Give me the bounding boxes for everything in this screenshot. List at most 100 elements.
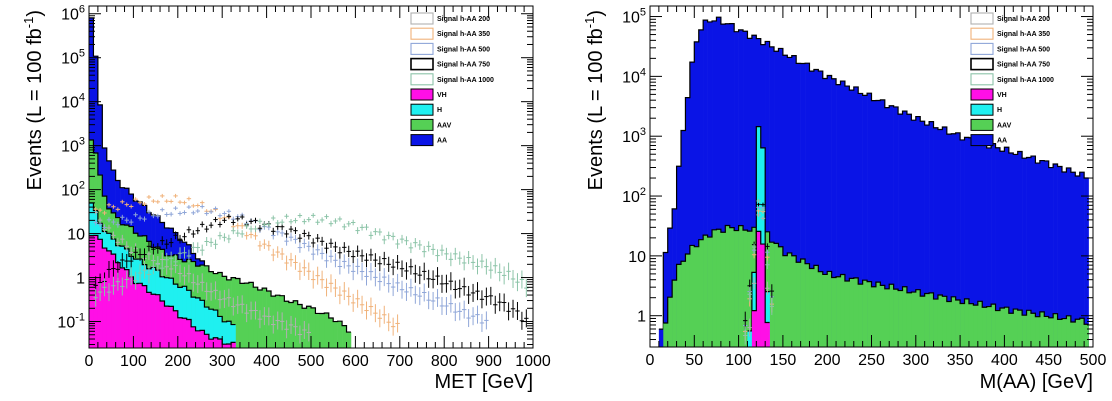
maa-bar-h [747,330,753,347]
met-legend-swatch-sig750 [410,57,434,71]
maa-bar-aav [853,277,859,347]
maa-legend-label: Signal h-AA 350 [997,31,1050,38]
maa-bar-aa [929,121,934,347]
met-bar-vh [173,310,179,348]
maa-bar-aav [1026,310,1032,347]
maa-bar-aav [867,281,872,347]
met-y-tick-exponent: 5 [79,48,85,60]
maa-bar-aa [689,62,695,347]
maa-y-tick-label: 103 [622,126,646,146]
met-bar-aav [239,283,245,348]
maa-bar-aav [689,245,695,347]
maa-bar-aav [822,274,828,347]
met-bar-vh [168,306,174,348]
maa-legend-label: Signal h-AA 500 [997,46,1050,53]
maa-legend-label: Signal h-AA 200 [997,16,1050,23]
maa-bar-aav [809,268,815,347]
maa-bar-aa [849,90,855,347]
met-bar-vh [115,262,121,348]
maa-bar-aa [676,166,682,347]
met-bar-aav [217,272,223,348]
met-bar-h [195,297,201,348]
met-bar-h [213,310,219,348]
maa-bar-aa [1035,163,1041,347]
met-y-tick-label: 1 [76,271,85,288]
maa-bar-aa [765,41,770,347]
maa-bar-aa [1008,152,1014,347]
maa-bar-aav [973,305,979,347]
maa-bar-aa [658,329,664,347]
maa-bar-aav [720,232,726,347]
maa-bar-aa [1084,178,1089,347]
maa-bar-aav [964,298,970,347]
met-bar-h [208,309,214,348]
maa-bar-aav [986,306,992,347]
met-legend: Signal h-AA 200 Signal h-AA 350 Signal h-A… [410,12,494,147]
met-legend-swatch-sig200 [410,12,434,25]
met-legend-label: Signal h-AA 350 [437,31,490,38]
met-bar-vh [146,292,152,348]
maa-bar-aa [707,21,713,347]
maa-bar-aav [1044,316,1049,347]
maa-bar-aa [809,71,815,347]
maa-bar-aav [862,280,868,347]
maa-bar-aav [915,289,921,347]
met-outline-vh [89,234,236,345]
maa-y-tick-exponent: 3 [640,126,646,138]
maa-legend-label: Signal h-AA 1000 [997,77,1054,84]
maa-stack-vh [751,230,770,347]
maa-bar-aa [933,127,939,347]
met-x-tick-label: 300 [209,353,236,370]
maa-bar-aav [929,292,934,347]
met-bar-aav [315,313,321,348]
maa-bar-aa [738,29,744,347]
maa-x-tick-label: 200 [814,352,841,369]
maa-bar-aa [813,69,819,347]
maa-y-tick-base: 10 [622,129,640,146]
met-bar-h [182,286,187,348]
met-bar-aav [342,325,347,348]
maa-legend-label: AA [997,138,1007,145]
met-plot-area [89,17,529,348]
maa-bar-aa [1075,175,1081,347]
maa-y-axis-title-main: Events (L = 100 fb [585,28,607,190]
met-bar-vh [204,334,210,348]
maa-bar-aav [782,255,788,347]
maa-y-tick-exponent: 2 [640,186,646,198]
maa-bar-aav [849,278,855,347]
maa-bar-aa [827,75,832,347]
maa-x-tick-label: 350 [947,352,974,369]
maa-bar-aa [734,31,739,347]
maa-bar-aav [1061,318,1067,347]
maa-legend-label: VH [997,92,1007,99]
maa-y-tick-label: 105 [622,7,646,27]
maa-legend-label: AAV [997,122,1012,129]
maa-bar-aav [703,235,708,347]
maa-bar-aav [681,261,686,347]
maa-bar-aa [836,84,841,347]
met-bar-vh [222,344,227,348]
maa-bar-aa [924,125,930,347]
met-y-tick-base: 10 [61,51,79,68]
met-bar-h [231,324,236,348]
maa-bar-aa [880,99,886,347]
maa-bar-aa [840,81,846,347]
maa-bar-aa [663,252,669,347]
maa-bar-aa [672,208,677,347]
maa-bar-aa [915,116,921,347]
maa-bar-aa [805,63,810,347]
met-legend-swatch-sig350 [410,27,434,40]
maa-outline-aav [663,224,1089,325]
maa-bar-aav [818,271,824,347]
maa-bar-aav [787,252,793,347]
maa-bar-aa [743,31,748,347]
maa-bar-aav [836,276,841,347]
met-legend-swatch-aav [410,118,434,131]
met-y-tick-exponent: 3 [79,136,85,148]
maa-bar-aav [694,246,700,347]
maa-bar-aav [871,286,877,347]
met-bar-h [200,300,205,348]
met-legend-swatch-sig1000 [410,73,434,86]
maa-bar-aa [796,63,801,347]
met-x-axis-title: MET [GeV] [434,371,533,393]
